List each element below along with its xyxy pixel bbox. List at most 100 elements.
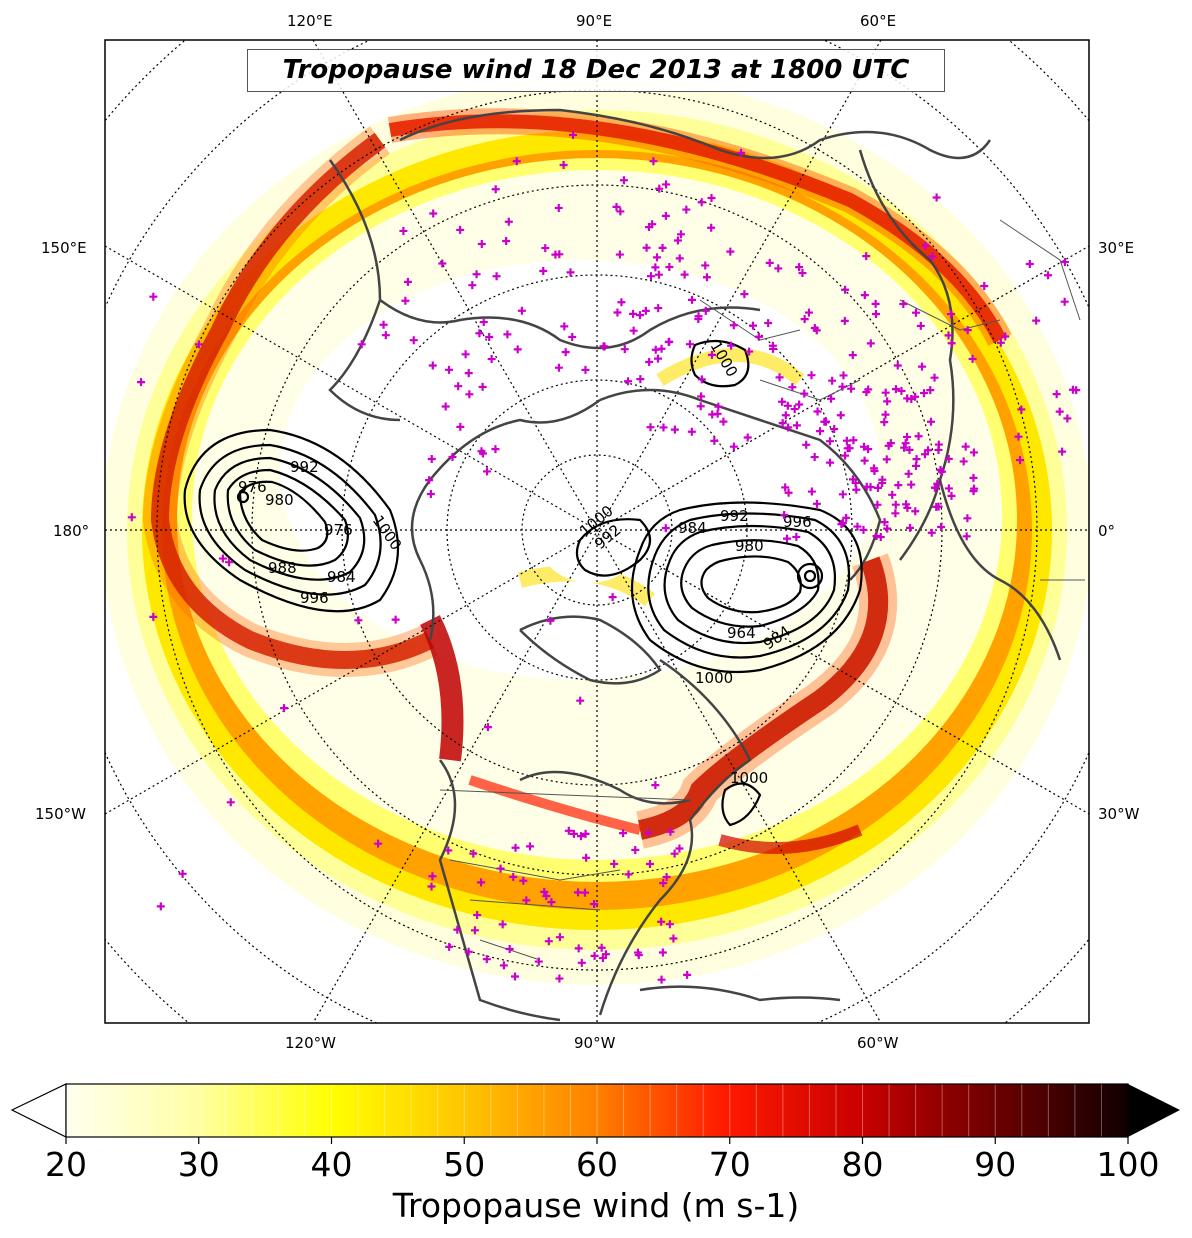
station-marker bbox=[813, 407, 822, 416]
station-marker bbox=[654, 304, 663, 313]
contour-label: 980 bbox=[265, 491, 294, 509]
station-marker bbox=[947, 339, 956, 348]
station-marker bbox=[137, 378, 146, 387]
station-marker bbox=[848, 475, 857, 484]
station-marker bbox=[729, 442, 738, 451]
colorbar-steps bbox=[92, 1084, 1102, 1137]
station-marker bbox=[624, 870, 633, 879]
contour-label: 984 bbox=[678, 519, 707, 537]
station-marker bbox=[438, 259, 447, 268]
station-marker bbox=[881, 388, 890, 397]
station-marker bbox=[792, 532, 801, 541]
station-marker bbox=[911, 392, 920, 401]
station-marker bbox=[816, 427, 825, 436]
station-marker bbox=[683, 970, 692, 979]
station-marker bbox=[891, 385, 900, 394]
station-marker bbox=[651, 781, 660, 790]
station-marker bbox=[878, 479, 887, 488]
station-marker bbox=[454, 382, 463, 391]
station-marker bbox=[961, 442, 970, 451]
station-marker bbox=[477, 878, 486, 887]
lon-label-left-180: 180° bbox=[53, 522, 90, 540]
station-marker bbox=[569, 829, 578, 838]
station-marker bbox=[580, 888, 589, 897]
colorbar-tick-label: 90 bbox=[974, 1145, 1017, 1184]
station-marker bbox=[1060, 297, 1069, 306]
station-marker bbox=[559, 161, 568, 170]
station-marker bbox=[719, 417, 728, 426]
station-marker bbox=[1052, 390, 1061, 399]
station-marker bbox=[963, 514, 972, 523]
station-marker bbox=[551, 250, 560, 259]
station-marker bbox=[792, 421, 801, 430]
station-marker bbox=[873, 483, 882, 492]
station-marker bbox=[888, 490, 897, 499]
colorbar-overflow-triangle bbox=[1128, 1084, 1180, 1137]
station-marker bbox=[505, 945, 514, 954]
station-marker bbox=[1063, 414, 1072, 423]
station-marker bbox=[901, 439, 910, 448]
station-marker bbox=[624, 377, 633, 386]
station-marker bbox=[491, 185, 500, 194]
colorbar-title: Tropopause wind (m s-1) bbox=[392, 1186, 800, 1225]
station-marker bbox=[688, 295, 697, 304]
station-marker bbox=[930, 483, 939, 492]
station-marker bbox=[680, 270, 689, 279]
station-marker bbox=[641, 306, 650, 315]
station-marker bbox=[1072, 386, 1081, 395]
station-marker bbox=[645, 860, 654, 869]
station-marker bbox=[923, 446, 932, 455]
station-marker bbox=[504, 217, 513, 226]
station-marker bbox=[1032, 316, 1041, 325]
lon-label-bottom-120w: 120°W bbox=[285, 1034, 336, 1052]
station-marker bbox=[464, 947, 473, 956]
station-marker bbox=[828, 376, 837, 385]
station-marker bbox=[917, 362, 926, 371]
station-marker bbox=[905, 445, 914, 454]
station-marker bbox=[838, 518, 847, 527]
station-marker bbox=[483, 723, 492, 732]
station-marker bbox=[517, 306, 526, 315]
station-marker bbox=[882, 455, 891, 464]
station-marker bbox=[665, 920, 674, 929]
station-marker bbox=[944, 484, 953, 493]
station-marker bbox=[852, 485, 861, 494]
station-marker bbox=[218, 554, 227, 563]
station-marker bbox=[374, 839, 383, 848]
station-marker bbox=[1014, 432, 1023, 441]
station-marker bbox=[554, 363, 563, 372]
station-marker bbox=[487, 355, 496, 364]
station-marker bbox=[765, 258, 774, 267]
station-marker bbox=[859, 525, 868, 534]
station-marker bbox=[665, 337, 674, 346]
station-marker bbox=[619, 829, 628, 838]
station-marker bbox=[498, 920, 507, 929]
station-marker bbox=[727, 341, 736, 350]
station-marker bbox=[962, 532, 971, 541]
station-marker bbox=[569, 130, 578, 139]
station-marker bbox=[864, 445, 873, 454]
station-marker bbox=[653, 253, 662, 262]
station-marker bbox=[781, 483, 790, 492]
station-marker bbox=[675, 844, 684, 853]
station-marker bbox=[539, 266, 548, 275]
station-marker bbox=[613, 308, 622, 317]
station-marker bbox=[676, 230, 685, 239]
station-marker bbox=[930, 373, 939, 382]
colorbar-underflow-triangle bbox=[10, 1083, 67, 1138]
lon-label-top-60e: 60°E bbox=[860, 12, 897, 30]
station-marker bbox=[784, 488, 793, 497]
station-marker bbox=[634, 951, 643, 960]
station-marker bbox=[581, 365, 590, 374]
station-marker bbox=[842, 513, 851, 522]
station-marker bbox=[542, 891, 551, 900]
station-marker bbox=[512, 157, 521, 166]
station-marker bbox=[149, 612, 158, 621]
station-marker bbox=[601, 950, 610, 959]
station-marker bbox=[478, 382, 487, 391]
graticule bbox=[105, 40, 1089, 1023]
station-marker bbox=[648, 220, 657, 229]
station-marker bbox=[873, 500, 882, 509]
station-marker bbox=[590, 899, 599, 908]
station-marker bbox=[503, 330, 512, 339]
